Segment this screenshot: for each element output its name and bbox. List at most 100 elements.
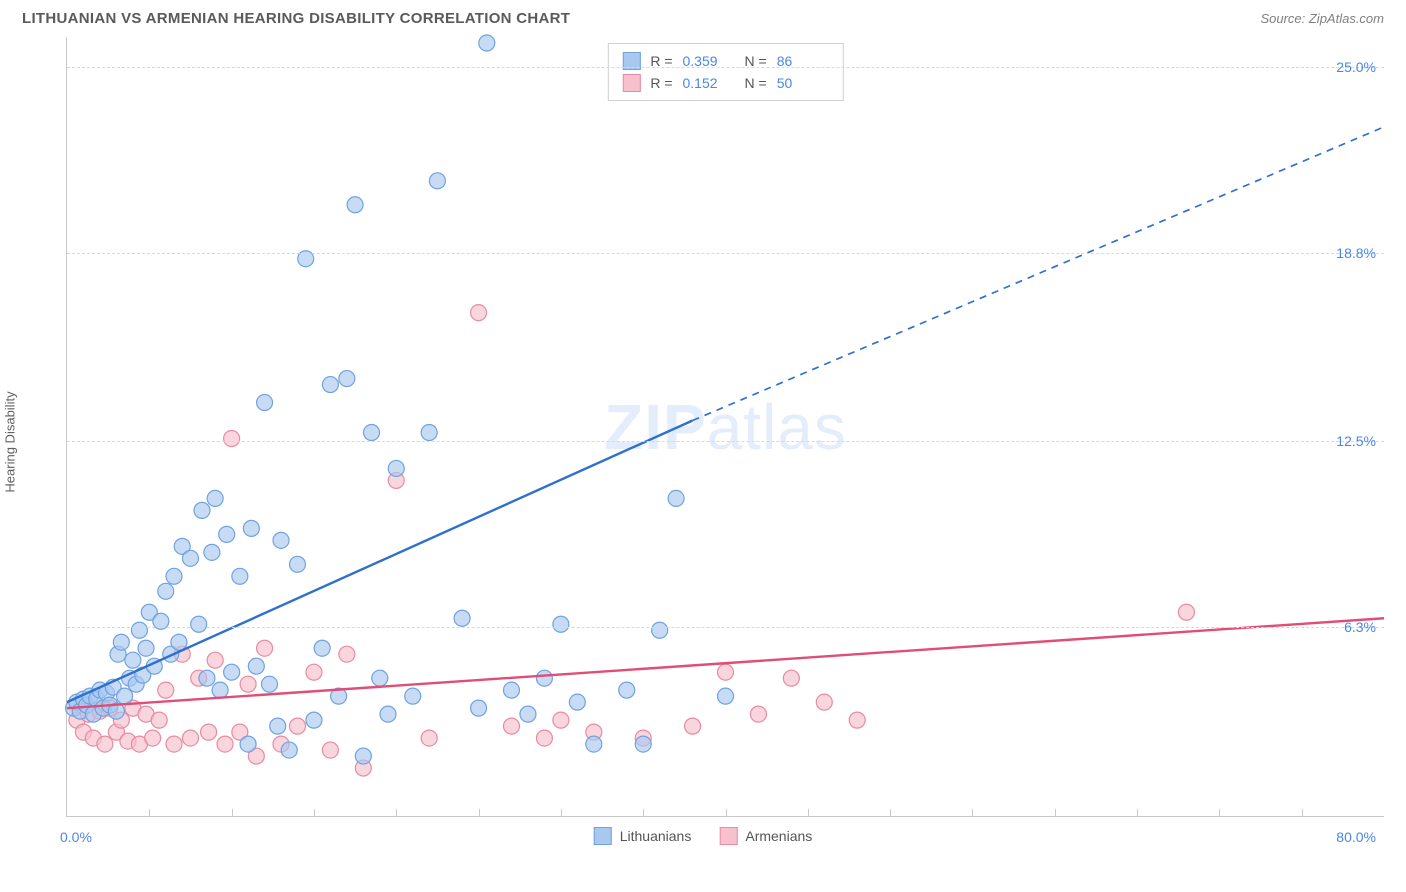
legend-stats-row-pink: R = 0.152 N = 50 xyxy=(622,72,828,94)
scatter-point-blue xyxy=(347,197,363,213)
scatter-point-pink xyxy=(151,712,167,728)
y-axis-label: Hearing Disability xyxy=(3,391,18,492)
x-tick xyxy=(890,809,891,817)
legend-label-blue: Lithuanians xyxy=(620,828,692,844)
swatch-pink xyxy=(622,74,640,92)
scatter-point-blue xyxy=(117,688,133,704)
scatter-point-blue xyxy=(569,694,585,710)
x-tick xyxy=(1137,809,1138,817)
scatter-point-blue xyxy=(281,742,297,758)
chart-area: Hearing Disability ZIPatlas R = 0.359 N … xyxy=(22,37,1384,847)
scatter-point-blue xyxy=(536,670,552,686)
scatter-point-blue xyxy=(479,35,495,51)
scatter-point-pink xyxy=(536,730,552,746)
scatter-point-blue xyxy=(199,670,215,686)
scatter-point-pink xyxy=(224,430,240,446)
scatter-point-blue xyxy=(314,640,330,656)
scatter-point-pink xyxy=(166,736,182,752)
scatter-point-blue xyxy=(182,550,198,566)
scatter-point-blue xyxy=(248,658,264,674)
scatter-point-pink xyxy=(201,724,217,740)
x-tick xyxy=(396,809,397,817)
x-tick xyxy=(643,809,644,817)
gridline xyxy=(67,253,1384,254)
scatter-point-blue xyxy=(372,670,388,686)
x-tick xyxy=(1302,809,1303,817)
scatter-point-blue xyxy=(166,568,182,584)
scatter-point-blue xyxy=(171,634,187,650)
scatter-point-blue xyxy=(306,712,322,728)
scatter-point-blue xyxy=(125,652,141,668)
x-axis-max-label: 80.0% xyxy=(1336,829,1376,845)
scatter-point-blue xyxy=(243,520,259,536)
scatter-point-blue xyxy=(520,706,536,722)
scatter-point-pink xyxy=(217,736,233,752)
scatter-point-pink xyxy=(207,652,223,668)
trend-line-blue-solid xyxy=(67,421,693,703)
scatter-point-pink xyxy=(553,712,569,728)
legend-stats-box: R = 0.359 N = 86 R = 0.152 N = 50 xyxy=(607,43,843,101)
scatter-point-blue xyxy=(257,395,273,411)
scatter-point-blue xyxy=(322,377,338,393)
x-tick xyxy=(1219,809,1220,817)
r-label-pink: R = xyxy=(650,75,672,91)
scatter-point-blue xyxy=(219,526,235,542)
scatter-point-pink xyxy=(783,670,799,686)
scatter-point-blue xyxy=(240,736,256,752)
x-tick xyxy=(149,809,150,817)
scatter-point-blue xyxy=(503,682,519,698)
scatter-point-pink xyxy=(421,730,437,746)
legend-item-pink: Armenians xyxy=(719,827,812,845)
scatter-point-pink xyxy=(240,676,256,692)
x-tick xyxy=(972,809,973,817)
x-tick xyxy=(232,809,233,817)
scatter-point-pink xyxy=(816,694,832,710)
scatter-point-blue xyxy=(405,688,421,704)
scatter-point-blue xyxy=(339,371,355,387)
scatter-point-blue xyxy=(131,622,147,638)
plot-region: ZIPatlas R = 0.359 N = 86 R = 0.152 N = … xyxy=(66,37,1384,817)
scatter-point-pink xyxy=(750,706,766,722)
x-tick xyxy=(726,809,727,817)
source-prefix: Source: xyxy=(1260,11,1308,26)
scatter-point-blue xyxy=(113,634,129,650)
trend-line-blue-dashed xyxy=(693,127,1384,421)
scatter-point-blue xyxy=(261,676,277,692)
scatter-point-blue xyxy=(232,568,248,584)
scatter-point-blue xyxy=(668,490,684,506)
scatter-point-blue xyxy=(718,688,734,704)
legend-bottom: Lithuanians Armenians xyxy=(594,827,813,845)
scatter-point-pink xyxy=(182,730,198,746)
scatter-point-blue xyxy=(270,718,286,734)
scatter-point-blue xyxy=(191,616,207,632)
x-tick xyxy=(314,809,315,817)
scatter-point-blue xyxy=(471,700,487,716)
scatter-point-blue xyxy=(158,583,174,599)
scatter-point-blue xyxy=(421,424,437,440)
scatter-point-pink xyxy=(471,305,487,321)
x-tick xyxy=(479,809,480,817)
scatter-point-pink xyxy=(306,664,322,680)
gridline xyxy=(67,441,1384,442)
y-tick-label: 18.8% xyxy=(1336,245,1376,261)
legend-item-blue: Lithuanians xyxy=(594,827,692,845)
scatter-point-blue xyxy=(380,706,396,722)
scatter-point-pink xyxy=(158,682,174,698)
scatter-point-blue xyxy=(553,616,569,632)
swatch-blue-bottom xyxy=(594,827,612,845)
y-tick-label: 25.0% xyxy=(1336,59,1376,75)
scatter-point-pink xyxy=(289,718,305,734)
scatter-point-blue xyxy=(204,544,220,560)
scatter-point-pink xyxy=(145,730,161,746)
swatch-pink-bottom xyxy=(719,827,737,845)
legend-stats-row-blue: R = 0.359 N = 86 xyxy=(622,50,828,72)
source-name: ZipAtlas.com xyxy=(1309,11,1384,26)
scatter-point-pink xyxy=(339,646,355,662)
y-tick-label: 12.5% xyxy=(1336,433,1376,449)
scatter-point-blue xyxy=(364,424,380,440)
chart-source: Source: ZipAtlas.com xyxy=(1260,11,1384,26)
gridline xyxy=(67,67,1384,68)
scatter-point-blue xyxy=(224,664,240,680)
x-tick xyxy=(1055,809,1056,817)
scatter-point-blue xyxy=(194,502,210,518)
